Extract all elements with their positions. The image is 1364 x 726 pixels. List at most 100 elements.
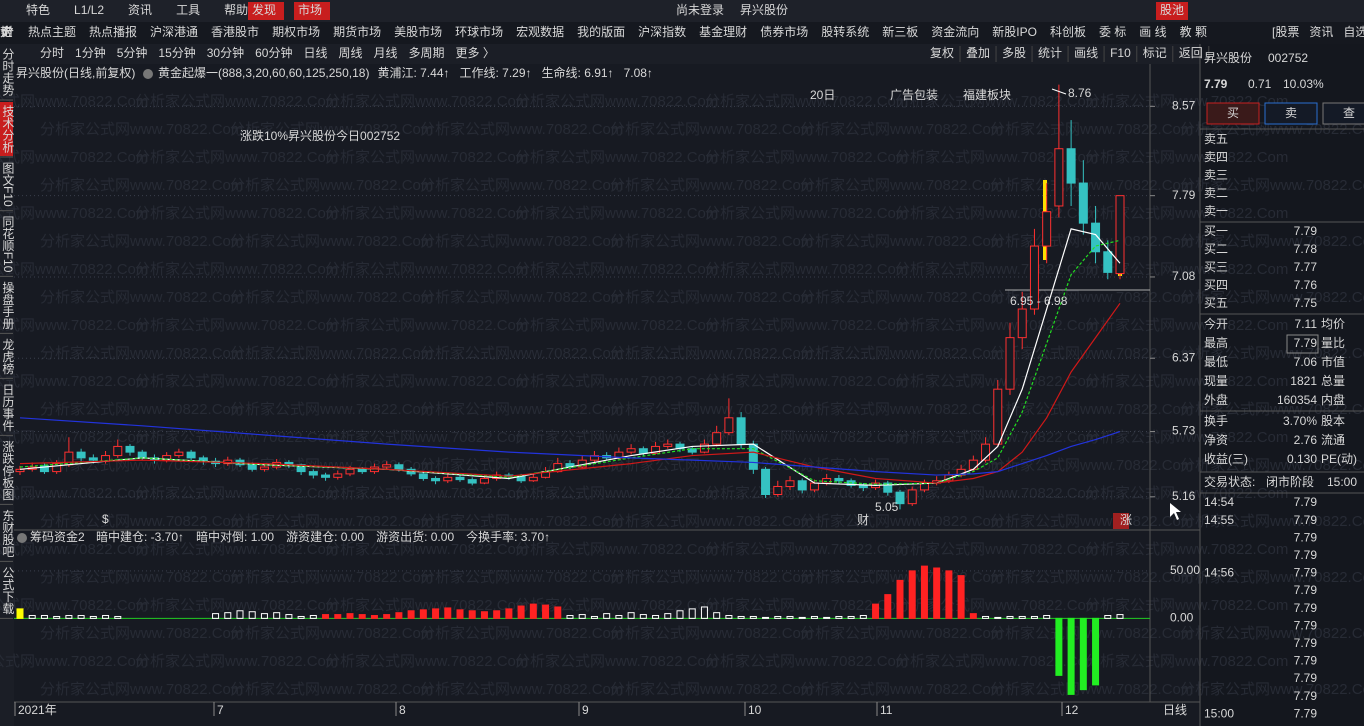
period-tab[interactable]: 1分钟 bbox=[75, 45, 106, 60]
bid-label: 买五 bbox=[1204, 296, 1228, 310]
period-tab[interactable]: 周线 bbox=[338, 46, 362, 60]
annotation: 8.76 bbox=[1068, 86, 1092, 100]
side-tab[interactable]: 涨跌停板图 bbox=[1, 439, 15, 500]
side-tab[interactable]: 分时走势 bbox=[1, 48, 15, 96]
trade-button-label[interactable]: 卖 bbox=[1285, 106, 1297, 120]
nav-item[interactable]: 资金流向 bbox=[931, 24, 979, 39]
pool-label[interactable]: 股池 bbox=[1160, 3, 1184, 17]
nav-item[interactable]: 新三板 bbox=[882, 24, 918, 39]
side-tab[interactable]: 同花顺F10 bbox=[1, 216, 15, 273]
tool-button[interactable]: 返回 bbox=[1179, 46, 1203, 60]
period-tab[interactable]: 多周期 bbox=[409, 46, 445, 60]
side-tab[interactable]: 图文F10 bbox=[1, 162, 15, 207]
indicator-bar bbox=[297, 615, 305, 619]
annotation: 6.95 - 6.98 bbox=[1010, 294, 1068, 308]
menu-tab-label[interactable]: 市场 bbox=[298, 2, 322, 17]
nav-item[interactable]: 宏观数据 bbox=[516, 24, 564, 39]
watermark: 分析家公式网www.70822.Com bbox=[1180, 233, 1364, 250]
tick-price: 7.79 bbox=[1294, 654, 1318, 668]
dropdown-icon bbox=[143, 69, 153, 79]
side-tab[interactable]: 技术分析 bbox=[1, 105, 15, 154]
nav-item[interactable]: 香港股市 bbox=[211, 24, 259, 39]
indicator-bar bbox=[615, 615, 623, 619]
nav-item[interactable]: 债券市场 bbox=[760, 24, 808, 39]
nav-item[interactable]: 我的版面 bbox=[577, 24, 625, 39]
nav-item[interactable]: 教 颗 bbox=[1180, 24, 1207, 39]
watermark: 分析家公式网www.70822.Com bbox=[515, 261, 718, 278]
nav-item[interactable]: 画 线 bbox=[1139, 25, 1166, 39]
watermark: 分析家公式网www.70822.Com bbox=[800, 681, 1003, 698]
period-tab[interactable]: 日线 bbox=[303, 46, 327, 60]
tool-button[interactable]: 复权 bbox=[930, 46, 954, 60]
side-tab[interactable]: 公式下载 bbox=[1, 566, 15, 615]
nav-item[interactable]: 美股市场 bbox=[394, 24, 442, 39]
stat-value: 1821 bbox=[1290, 374, 1317, 388]
side-tab[interactable]: 日历事件 bbox=[1, 383, 15, 431]
tool-button[interactable]: 画线 bbox=[1074, 46, 1098, 60]
nav-item[interactable]: 热点播报 bbox=[89, 24, 137, 39]
side-tab[interactable]: 东财股吧 bbox=[1, 509, 15, 557]
side-tab[interactable]: 龙虎榜 bbox=[1, 338, 15, 375]
tool-button[interactable]: 标记 bbox=[1143, 46, 1167, 60]
trade-button[interactable] bbox=[1264, 102, 1318, 125]
indicator-bar bbox=[982, 615, 990, 619]
menu-item[interactable]: 工具 bbox=[176, 3, 200, 17]
watermark: 分析家公式网www.70822.Com bbox=[800, 121, 1003, 138]
period-tab[interactable]: 30分钟 bbox=[207, 45, 244, 60]
annotation: 涨跌10%昇兴股份今日002752 bbox=[240, 128, 400, 143]
nav-item[interactable]: 热点主题 bbox=[28, 25, 76, 39]
nav-item[interactable]: 委 标 bbox=[1099, 25, 1126, 39]
watermark: 分析家公式网www.70822.Com bbox=[895, 653, 1098, 670]
nav-item[interactable]: 沪深港通 bbox=[150, 25, 198, 39]
nav-item[interactable]: 股转系统 bbox=[821, 24, 869, 39]
indicator-bar bbox=[847, 615, 855, 619]
watermark: 分析家公式网www.70822.Com bbox=[800, 233, 1003, 250]
watermark: 分析家公式网www.70822.Com bbox=[420, 401, 623, 418]
indicator-bar bbox=[322, 614, 330, 619]
nav-right[interactable]: [股票 bbox=[1272, 25, 1299, 39]
trade-button[interactable] bbox=[1206, 102, 1260, 125]
menu-item[interactable]: 资讯 bbox=[128, 3, 152, 17]
tool-button[interactable]: 多股 bbox=[1002, 46, 1026, 60]
watermark: 分析家公式网www.70822.Com bbox=[895, 317, 1098, 334]
period-tab[interactable]: 5分钟 bbox=[117, 45, 148, 60]
period-tab[interactable]: 分时 bbox=[40, 46, 64, 60]
nav-item[interactable]: 沪深指数 bbox=[638, 24, 686, 39]
indicator-name: 黄金起爆一(888,3,20,60,60,125,250,18) bbox=[158, 65, 369, 80]
indicator-bar bbox=[468, 610, 476, 619]
watermark: 分析家公式网www.70822.Com bbox=[800, 345, 1003, 362]
nav-item[interactable]: 基金理财 bbox=[699, 24, 747, 39]
tick-price: 7.79 bbox=[1294, 566, 1318, 580]
candle-body bbox=[712, 432, 722, 445]
side-tab[interactable]: 操盘手册 bbox=[1, 280, 15, 330]
trade-button[interactable] bbox=[1322, 102, 1364, 125]
month-label: 8 bbox=[399, 703, 406, 717]
nav-item[interactable]: 期货市场 bbox=[333, 24, 381, 39]
trade-button-label[interactable]: 买 bbox=[1227, 106, 1239, 120]
indicator-bar bbox=[53, 615, 61, 619]
tool-button[interactable]: 统计 bbox=[1038, 46, 1062, 60]
menu-item[interactable]: L1/L2 bbox=[74, 3, 104, 17]
period-tab[interactable]: 更多 〉 bbox=[456, 46, 495, 60]
tool-button[interactable]: F10 bbox=[1110, 46, 1131, 60]
menu-item[interactable]: 特色 bbox=[26, 2, 50, 17]
menu-tab-label[interactable]: 发现 bbox=[252, 2, 276, 17]
candle-body bbox=[247, 464, 257, 470]
period-tab[interactable]: 月线 bbox=[374, 46, 398, 60]
bid-price: 7.76 bbox=[1294, 278, 1318, 292]
tool-button[interactable]: 叠加 bbox=[966, 46, 990, 60]
candle-body bbox=[162, 455, 172, 461]
nav-right[interactable]: 资讯 bbox=[1309, 25, 1333, 39]
nav-right[interactable]: 自选 bbox=[1343, 25, 1364, 39]
nav-item[interactable]: 期权市场 bbox=[272, 24, 320, 39]
nav-item[interactable]: 新股IPO bbox=[992, 24, 1037, 39]
period-tab[interactable]: 60分钟 bbox=[255, 45, 292, 60]
menu-item[interactable]: 帮助 bbox=[224, 3, 248, 17]
trade-button-label[interactable]: 查 bbox=[1343, 106, 1355, 120]
nav-item[interactable]: 科创板 bbox=[1050, 25, 1086, 39]
nav-item[interactable]: 环球市场 bbox=[455, 24, 503, 39]
period-tab[interactable]: 15分钟 bbox=[158, 45, 195, 60]
watermark: 分析家公式网www.70822.Com bbox=[1180, 177, 1364, 194]
tick-price: 7.79 bbox=[1294, 671, 1318, 685]
stat-value: 7.79 bbox=[1294, 336, 1318, 350]
